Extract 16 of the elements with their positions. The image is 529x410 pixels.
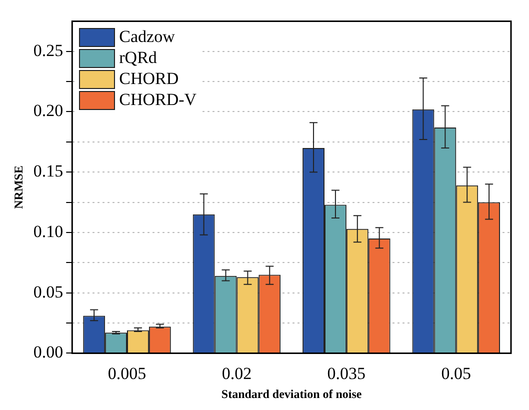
y-tick-label: 0.25	[33, 40, 64, 60]
x-tick-label: 0.005	[108, 364, 146, 383]
legend-label: Cadzow	[119, 27, 175, 48]
x-tick-label: 0.02	[222, 364, 252, 383]
y-tick-label: 0.05	[33, 282, 64, 302]
x-tick-label: 0.035	[327, 364, 366, 383]
y-axis-title: NRMSE	[11, 166, 26, 209]
y-tick-label: 0.15	[33, 162, 64, 181]
legend-label: CHORD	[119, 69, 179, 90]
y-tick-label: 0.10	[33, 222, 64, 241]
y-tick-label: 0.20	[33, 101, 64, 120]
legend-label: CHORD-V	[119, 90, 197, 110]
x-axis-title: Standard deviation of noise	[221, 386, 362, 401]
y-tick-label: 0.00	[33, 342, 64, 362]
x-tick-label: 0.05	[441, 364, 472, 383]
legend-label: rQRd	[119, 48, 157, 68]
